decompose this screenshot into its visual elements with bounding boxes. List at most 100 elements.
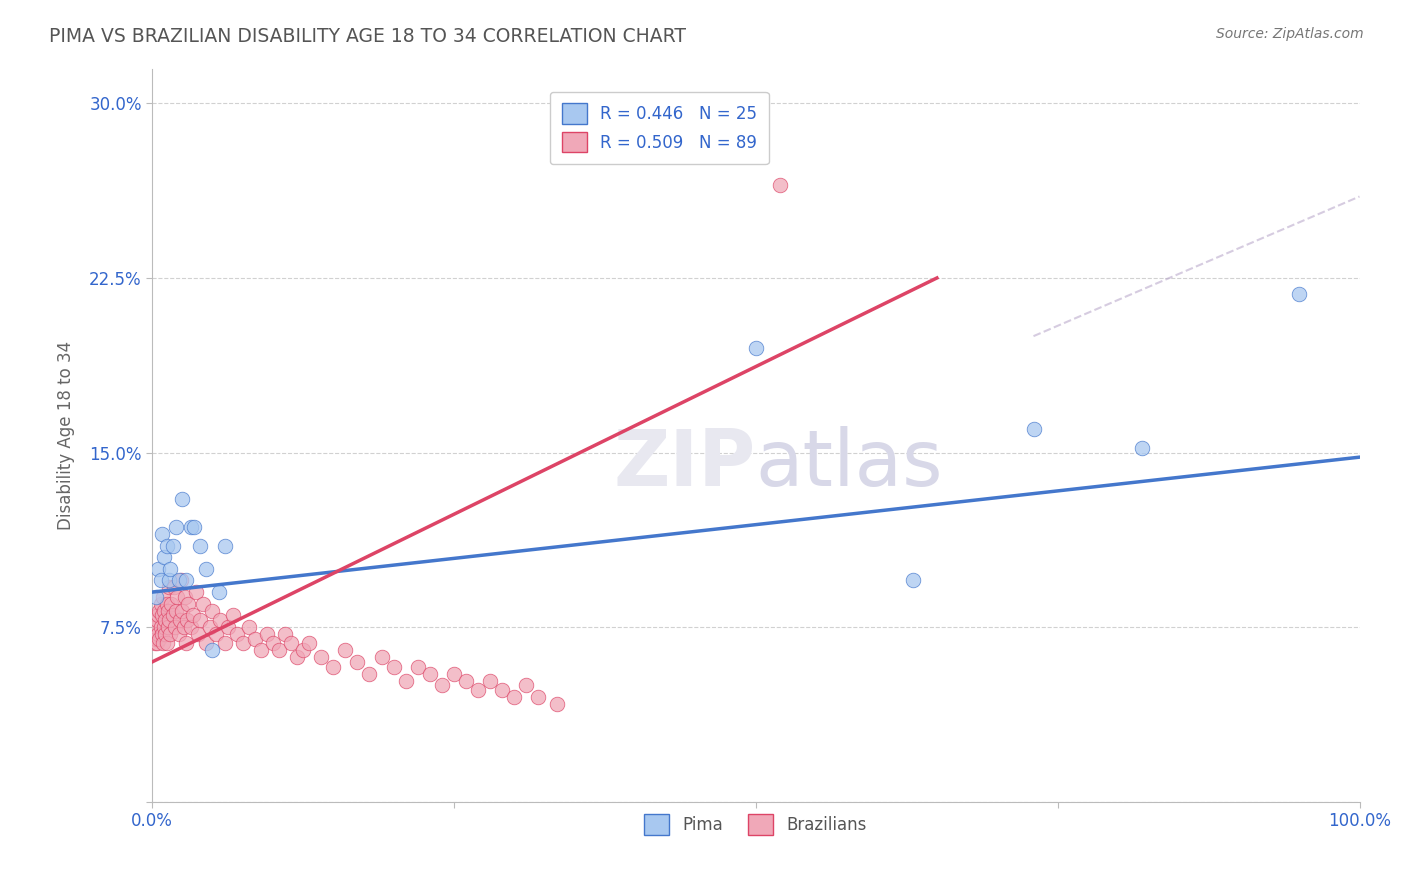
Point <box>232 636 254 650</box>
Point <box>292 643 315 657</box>
Point <box>172 604 194 618</box>
Point <box>346 655 368 669</box>
Point <box>267 643 290 657</box>
Point <box>322 659 344 673</box>
Point <box>157 613 180 627</box>
Point <box>155 613 177 627</box>
Point <box>156 620 179 634</box>
Point <box>225 627 247 641</box>
Point <box>479 673 502 688</box>
Point <box>149 597 172 611</box>
Point <box>406 659 429 673</box>
Text: Source: ZipAtlas.com: Source: ZipAtlas.com <box>1216 27 1364 41</box>
Point <box>157 581 180 595</box>
Point <box>256 627 278 641</box>
Point <box>419 666 441 681</box>
Point <box>176 613 198 627</box>
Point <box>280 636 302 650</box>
Point <box>467 682 489 697</box>
Point <box>173 590 195 604</box>
Point <box>769 178 792 192</box>
Point <box>162 539 184 553</box>
Point <box>159 627 181 641</box>
Point <box>170 574 193 588</box>
Point <box>167 627 190 641</box>
Point <box>145 632 167 646</box>
Point <box>190 539 212 553</box>
Point <box>169 613 191 627</box>
Legend: Pima, Brazilians: Pima, Brazilians <box>634 805 877 845</box>
Point <box>146 636 169 650</box>
Point <box>298 636 321 650</box>
Point <box>160 597 183 611</box>
Point <box>153 550 176 565</box>
Point <box>443 666 465 681</box>
Point <box>149 574 172 588</box>
Point <box>180 520 202 534</box>
Point <box>195 562 218 576</box>
Point <box>177 597 200 611</box>
Point <box>243 632 266 646</box>
Point <box>274 627 297 641</box>
Point <box>146 608 169 623</box>
Point <box>152 636 174 650</box>
Point <box>155 636 177 650</box>
Point <box>491 682 513 697</box>
Point <box>152 590 174 604</box>
Point <box>181 608 204 623</box>
Y-axis label: Disability Age 18 to 34: Disability Age 18 to 34 <box>58 341 75 530</box>
Point <box>370 650 392 665</box>
Point <box>146 613 169 627</box>
Point <box>238 620 260 634</box>
Point <box>184 585 207 599</box>
Point <box>157 574 180 588</box>
Point <box>190 613 212 627</box>
Point <box>145 590 167 604</box>
Point <box>1130 441 1153 455</box>
Point <box>515 678 537 692</box>
Point <box>155 539 177 553</box>
Point <box>1022 422 1045 436</box>
Point <box>546 697 568 711</box>
Point <box>174 574 197 588</box>
Point <box>173 620 195 634</box>
Point <box>167 574 190 588</box>
Point <box>309 650 332 665</box>
Point <box>217 620 239 634</box>
Point <box>745 341 768 355</box>
Point <box>166 590 188 604</box>
Point <box>285 650 308 665</box>
Point <box>208 613 231 627</box>
Point <box>183 520 205 534</box>
Point <box>214 636 236 650</box>
Point <box>163 581 186 595</box>
Point <box>148 632 170 646</box>
Point <box>222 608 245 623</box>
Point <box>153 604 176 618</box>
Point <box>1288 287 1310 301</box>
Point <box>395 673 418 688</box>
Point <box>146 627 169 641</box>
Point <box>359 666 381 681</box>
Point <box>150 608 173 623</box>
Point <box>155 597 177 611</box>
Point <box>214 539 236 553</box>
Point <box>148 604 170 618</box>
Point <box>201 643 224 657</box>
Point <box>382 659 405 673</box>
Point <box>901 574 924 588</box>
Point <box>527 690 550 704</box>
Point <box>262 636 284 650</box>
Point <box>146 562 169 576</box>
Point <box>198 620 221 634</box>
Point <box>205 627 228 641</box>
Text: PIMA VS BRAZILIAN DISABILITY AGE 18 TO 34 CORRELATION CHART: PIMA VS BRAZILIAN DISABILITY AGE 18 TO 3… <box>49 27 686 45</box>
Point <box>207 585 229 599</box>
Text: ZIP: ZIP <box>613 426 756 502</box>
Point <box>187 627 209 641</box>
Point <box>249 643 271 657</box>
Point <box>165 520 187 534</box>
Point <box>143 636 166 650</box>
Point <box>174 636 197 650</box>
Point <box>153 620 176 634</box>
